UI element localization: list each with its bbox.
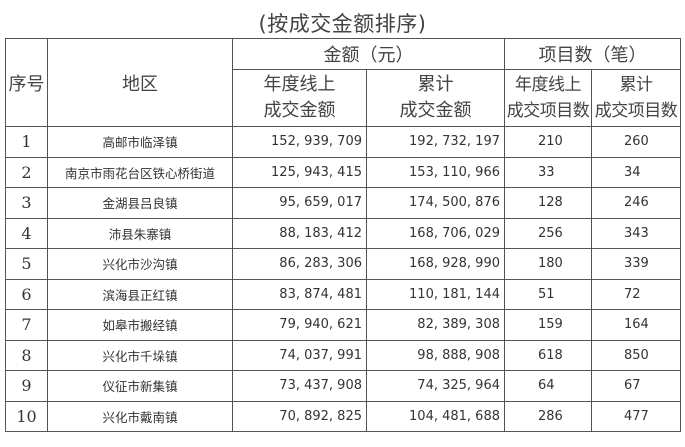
header-total-amount: 累计 成交金额 — [366, 69, 505, 127]
cell-total-count: 477 — [591, 400, 681, 432]
header-total-amount-line2: 成交金额 — [399, 100, 472, 121]
header-online-count-line1: 年度线上 — [515, 75, 582, 95]
header-total-count-line1: 累计 — [619, 75, 654, 95]
cell-total-amount: 192, 732, 197 — [366, 126, 505, 158]
cell-online-count: 180 — [504, 248, 592, 280]
cell-total-amount: 110, 181, 144 — [366, 278, 505, 310]
cell-total-amount: 168, 706, 029 — [366, 217, 505, 249]
cell-total-count: 34 — [591, 156, 681, 188]
cell-total-count: 164 — [591, 309, 681, 341]
cell-total-count: 260 — [591, 126, 681, 158]
table-row: 6 滨海县正红镇 83, 874, 481 110, 181, 144 51 7… — [5, 278, 681, 310]
cell-region: 南京市雨花台区铁心桥街道 — [47, 156, 233, 188]
cell-online-count: 210 — [504, 126, 592, 158]
cell-index: 7 — [5, 309, 48, 341]
cell-online-count: 618 — [504, 339, 592, 371]
cell-index: 6 — [5, 278, 48, 310]
cell-region: 金湖县吕良镇 — [47, 187, 233, 219]
cell-online-amount: 70, 892, 825 — [232, 400, 367, 432]
table-row: 4 沛县朱寨镇 88, 183, 412 168, 706, 029 256 3… — [5, 217, 681, 249]
cell-index: 3 — [5, 187, 48, 219]
header-index: 序号 — [5, 38, 48, 127]
header-row-group: 序号 地区 金额（元） 项目数（笔） — [5, 38, 681, 127]
cell-online-amount: 73, 437, 908 — [232, 370, 367, 402]
cell-online-amount: 74, 037, 991 — [232, 339, 367, 371]
cell-online-amount: 88, 183, 412 — [232, 217, 367, 249]
cell-total-amount: 74, 325, 964 — [366, 370, 505, 402]
table-row: 2 南京市雨花台区铁心桥街道 125, 943, 415 153, 110, 9… — [5, 156, 681, 188]
table-row: 8 兴化市千垛镇 74, 037, 991 98, 888, 908 618 8… — [5, 339, 681, 371]
cell-online-amount: 83, 874, 481 — [232, 278, 367, 310]
cell-total-count: 246 — [591, 187, 681, 219]
header-row-sub: 年度线上 成交金额 累计 成交金额 年度线上 成交项目数 累计 成交项目数 — [6, 69, 681, 127]
cell-total-amount: 168, 928, 990 — [366, 248, 505, 280]
cell-online-amount: 86, 283, 306 — [232, 248, 367, 280]
cell-region: 如皋市搬经镇 — [47, 309, 233, 341]
cell-region: 滨海县正红镇 — [47, 278, 233, 310]
table-row: 10 兴化市戴南镇 70, 892, 825 104, 481, 688 286… — [5, 400, 681, 432]
header-total-count-line2: 成交项目数 — [594, 101, 678, 121]
ranking-table: 序号 地区 金额（元） 项目数（笔） 年度线上 成交金额 累计 成交金额 年度线… — [5, 38, 681, 432]
cell-total-amount: 153, 110, 966 — [366, 156, 505, 188]
cell-index: 4 — [5, 217, 48, 249]
cell-index: 1 — [5, 126, 48, 158]
cell-total-count: 72 — [591, 278, 681, 310]
page-title: (按成交金额排序) — [258, 12, 427, 36]
header-online-count-line2: 成交项目数 — [506, 101, 590, 121]
cell-online-count: 64 — [504, 370, 592, 402]
header-online-amount-line1: 年度线上 — [263, 74, 336, 95]
cell-total-count: 67 — [591, 370, 681, 402]
header-count-group: 项目数（笔） — [504, 38, 681, 70]
header-amount-group: 金额（元） — [232, 38, 505, 70]
header-total-amount-line1: 累计 — [417, 74, 454, 95]
table-row: 7 如皋市搬经镇 79, 940, 621 82, 389, 308 159 1… — [5, 309, 681, 341]
cell-online-amount: 95, 659, 017 — [232, 187, 367, 219]
cell-online-count: 256 — [504, 217, 592, 249]
cell-online-count: 286 — [504, 400, 592, 432]
cell-total-count: 343 — [591, 217, 681, 249]
cell-total-amount: 104, 481, 688 — [366, 400, 505, 432]
table-row: 9 仪征市新集镇 73, 437, 908 74, 325, 964 64 67 — [5, 370, 681, 402]
header-online-amount-line2: 成交金额 — [263, 100, 336, 121]
cell-total-amount: 174, 500, 876 — [366, 187, 505, 219]
cell-region: 仪征市新集镇 — [47, 370, 233, 402]
cell-online-count: 159 — [504, 309, 592, 341]
cell-index: 9 — [5, 370, 48, 402]
cell-index: 5 — [5, 248, 48, 280]
cell-online-amount: 79, 940, 621 — [232, 309, 367, 341]
cell-region: 高邮市临泽镇 — [47, 126, 233, 158]
cell-index: 2 — [5, 156, 48, 188]
cell-online-count: 51 — [504, 278, 592, 310]
cell-region: 兴化市千垛镇 — [47, 339, 233, 371]
cell-total-count: 339 — [591, 248, 681, 280]
cell-total-amount: 82, 389, 308 — [366, 309, 505, 341]
cell-region: 沛县朱寨镇 — [47, 217, 233, 249]
cell-total-count: 850 — [591, 339, 681, 371]
header-region: 地区 — [47, 38, 233, 127]
cell-online-amount: 152, 939, 709 — [232, 126, 367, 158]
table-row: 5 兴化市沙沟镇 86, 283, 306 168, 928, 990 180 … — [5, 248, 681, 280]
header-total-count: 累计 成交项目数 — [591, 69, 681, 127]
cell-online-amount: 125, 943, 415 — [232, 156, 367, 188]
cell-total-amount: 98, 888, 908 — [366, 339, 505, 371]
cell-online-count: 128 — [504, 187, 592, 219]
header-online-count: 年度线上 成交项目数 — [504, 69, 592, 127]
header-online-amount: 年度线上 成交金额 — [232, 69, 367, 127]
cell-region: 兴化市沙沟镇 — [47, 248, 233, 280]
cell-region: 兴化市戴南镇 — [47, 400, 233, 432]
cell-index: 8 — [5, 339, 48, 371]
cell-online-count: 33 — [504, 156, 592, 188]
cell-index: 10 — [5, 400, 48, 432]
table-row: 3 金湖县吕良镇 95, 659, 017 174, 500, 876 128 … — [5, 187, 681, 219]
table-row: 1 高邮市临泽镇 152, 939, 709 192, 732, 197 210… — [5, 126, 681, 158]
